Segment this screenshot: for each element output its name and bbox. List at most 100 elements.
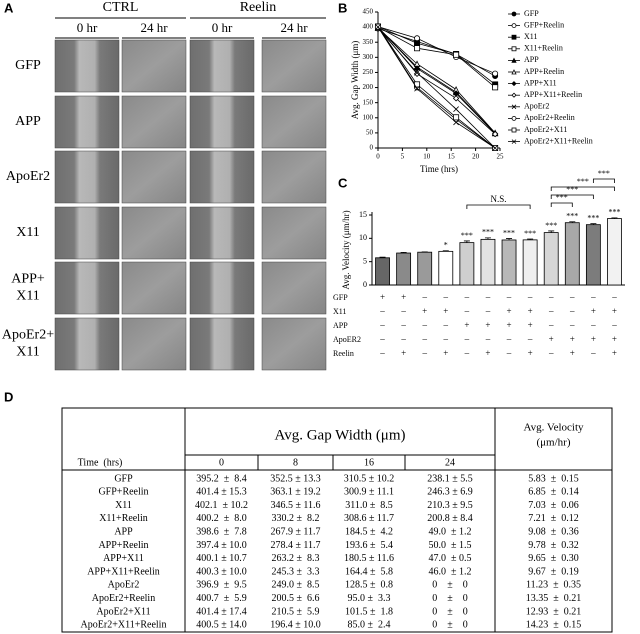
table-cell: 401.4 ± 15.3 <box>196 487 247 498</box>
table-cell: 85.0 ± 2.4 <box>348 620 391 631</box>
marker <box>511 92 517 98</box>
x-tick-label: 5 <box>401 153 405 161</box>
marker <box>414 69 420 76</box>
table-cell: 12.93 ± 0.21 <box>526 606 582 617</box>
row-label: X11 <box>16 289 40 304</box>
table-header: Avg. Velocity <box>523 422 584 434</box>
table-cell: 246.3 ± 6.9 <box>427 487 473 498</box>
bar <box>459 242 475 286</box>
micrograph <box>261 39 327 93</box>
panel-label: C <box>338 175 348 190</box>
error-bar <box>506 238 513 240</box>
table-cell: 95.0 ± 3.3 <box>348 593 391 604</box>
y-tick-label: 5 <box>363 256 367 265</box>
bar <box>396 252 412 286</box>
row-label: ApoEr2+ <box>2 328 54 343</box>
table-cell: 238.1 ± 5.5 <box>427 473 473 484</box>
condition-sign: + <box>570 348 575 358</box>
legend-label: APP+X11 <box>524 78 557 87</box>
row-name: X11 <box>115 500 132 511</box>
condition-sign: – <box>379 306 385 316</box>
table-cell: 278.4 ± 11.7 <box>270 540 320 551</box>
time-header: 8 <box>293 457 298 468</box>
error-bar <box>442 250 449 252</box>
micrograph <box>189 261 255 315</box>
bracket <box>550 194 594 199</box>
bar <box>438 250 454 286</box>
condition-sign: + <box>549 334 554 344</box>
condition-sign: – <box>400 320 406 330</box>
x-tick-label: 0 <box>376 153 380 161</box>
condition-sign: – <box>506 292 512 302</box>
marker <box>511 34 517 40</box>
condition-sign: – <box>569 292 575 302</box>
condition-sign: – <box>527 334 533 344</box>
condition-sign: – <box>506 334 512 344</box>
marker <box>511 127 517 133</box>
marker <box>453 51 460 58</box>
micrograph <box>261 95 327 149</box>
y-tick-label: 400 <box>363 23 374 31</box>
table-cell: 49.0 ± 1.2 <box>429 526 472 537</box>
bracket-label: *** <box>598 169 610 178</box>
row-name: ApoEr2+X11 <box>96 606 150 617</box>
row-name: ApoEr2+Reelin <box>92 593 155 604</box>
bracket-label: N.S. <box>490 194 506 204</box>
micrograph <box>121 150 187 204</box>
column-header: 0 hr <box>212 20 233 35</box>
micrograph <box>189 206 255 260</box>
condition-sign: – <box>569 320 575 330</box>
marker <box>414 85 420 92</box>
condition-sign: – <box>400 306 406 316</box>
table-cell: 400.7 ± 5.9 <box>196 593 247 604</box>
y-tick-label: 250 <box>363 68 374 76</box>
bar <box>607 218 622 286</box>
legend-label: GFP <box>524 9 539 18</box>
table-cell: 0 ± 0 <box>432 580 468 591</box>
condition-sign: – <box>421 292 427 302</box>
bracket-label: *** <box>577 177 589 186</box>
legend-label: APP+Reelin <box>524 67 564 76</box>
micrograph <box>261 317 327 371</box>
condition-sign: + <box>401 348 406 358</box>
panel-label: A <box>4 0 14 15</box>
table-cell: 50.0 ± 1.5 <box>429 540 472 551</box>
condition-sign: + <box>612 306 617 316</box>
table-cell: 397.4 ± 10.0 <box>196 540 247 551</box>
x-tick-label: 10 <box>423 153 431 161</box>
table-cell: 0 ± 0 <box>432 593 468 604</box>
table-cell: 164.4 ± 5.8 <box>345 566 393 577</box>
table-cell: 47.0 ± 0.5 <box>429 553 472 564</box>
condition-sign: – <box>506 348 512 358</box>
y-tick-label: 350 <box>363 38 374 46</box>
x-tick-label: 25 <box>497 153 505 161</box>
row-name: ApoEr2+X11+Reelin <box>81 620 167 631</box>
condition-sign: – <box>379 334 385 344</box>
line <box>377 27 496 134</box>
table-cell: 267.9 ± 11.7 <box>270 526 320 537</box>
x-axis-label: Time (hrs) <box>420 164 458 174</box>
condition-sign: + <box>612 334 617 344</box>
marker <box>511 11 517 17</box>
condition-sign: + <box>507 320 512 330</box>
micrograph <box>54 150 120 204</box>
condition-sign: – <box>548 320 554 330</box>
time-header: 24 <box>445 457 455 468</box>
table-cell: 200.8 ± 8.4 <box>427 513 473 524</box>
condition-name: GFP <box>333 293 348 302</box>
condition-sign: – <box>485 306 491 316</box>
bracket <box>550 186 615 191</box>
line <box>377 27 496 149</box>
marker <box>453 106 459 113</box>
row-name: GFP+Reelin <box>98 487 148 498</box>
condition-sign: – <box>443 292 449 302</box>
marker <box>414 35 421 42</box>
table-cell: 396.9 ± 9.5 <box>196 580 247 591</box>
bracket <box>466 204 531 209</box>
micrograph <box>54 39 120 93</box>
row-name: APP+Reelin <box>98 540 148 551</box>
marker <box>491 130 499 138</box>
bar <box>543 232 559 286</box>
table-cell: 7.21 ± 0.12 <box>528 513 579 524</box>
